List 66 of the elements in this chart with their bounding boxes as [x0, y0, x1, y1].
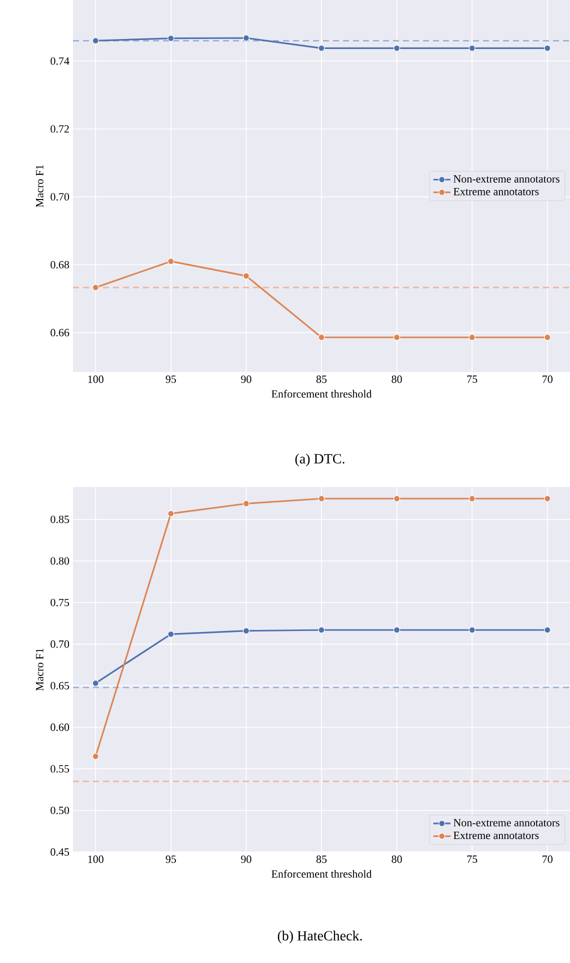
point [92, 37, 99, 44]
x-tick-label: 75 [467, 376, 478, 383]
x-tick-label: 80 [392, 376, 402, 383]
legend-label: Extreme annotators [454, 188, 539, 196]
y-tick-label: 0.75 [50, 598, 70, 606]
x-tick-label: 85 [316, 856, 327, 863]
point [242, 628, 250, 634]
point [92, 753, 99, 760]
y-tick-label: 0.50 [50, 806, 70, 814]
point [468, 626, 476, 634]
y-tick-label: 0.65 [50, 682, 70, 690]
point [168, 510, 174, 517]
point [544, 626, 551, 634]
point [468, 334, 476, 341]
y-tick-label: 0.68 [50, 261, 70, 268]
point [318, 44, 325, 52]
x-tick-label: 80 [392, 856, 402, 863]
x-tick-label: 95 [166, 376, 176, 383]
y-tick-label: 0.70 [50, 640, 70, 648]
point [318, 626, 325, 634]
x-axis-title: Enforcement threshold [272, 870, 372, 878]
x-tick-label: 70 [542, 856, 552, 863]
point [168, 630, 174, 638]
point [92, 680, 99, 687]
legend-label: Non-extreme annotators [454, 819, 560, 826]
text: (a) DTC. [295, 454, 344, 466]
y-tick-label: 0.70 [50, 193, 70, 201]
point [168, 258, 174, 265]
x-tick-label: 90 [241, 856, 252, 863]
y-tick-label: 0.45 [50, 848, 70, 856]
y-tick-label: 0.60 [50, 724, 70, 732]
y-tick-label: 0.80 [50, 557, 70, 565]
point [544, 334, 551, 341]
point [318, 495, 325, 502]
point [394, 44, 400, 52]
y-tick-label: 0.72 [50, 125, 69, 133]
x-tick-label: 85 [316, 376, 327, 383]
point [394, 626, 400, 634]
y-tick-label: 0.66 [50, 328, 70, 336]
y-tick-label: 0.55 [50, 765, 70, 773]
y-axis-title: Macro F1 [36, 165, 44, 208]
legend-label: Non-extreme annotators [454, 175, 560, 183]
point [468, 495, 476, 502]
point [544, 44, 551, 52]
x-tick-label: 75 [467, 856, 478, 863]
x-tick-label: 95 [166, 856, 176, 863]
point [242, 500, 250, 507]
x-tick-label: 100 [88, 856, 104, 863]
point [92, 284, 99, 291]
y-axis-title: Macro F1 [36, 648, 44, 691]
text: (b) HateCheck. [278, 930, 362, 944]
x-axis-title: Enforcement threshold [272, 390, 372, 398]
legend-label: Extreme annotators [454, 832, 539, 840]
point [394, 495, 400, 502]
x-tick-label: 100 [88, 376, 104, 383]
point [544, 495, 551, 502]
x-tick-label: 70 [542, 376, 552, 383]
point [394, 334, 400, 341]
point [468, 44, 476, 52]
y-tick-label: 0.74 [50, 57, 70, 65]
point [168, 35, 174, 42]
point [242, 34, 250, 42]
point [318, 334, 325, 341]
x-tick-label: 90 [241, 376, 252, 383]
y-tick-label: 0.85 [50, 516, 70, 524]
point [242, 272, 250, 280]
